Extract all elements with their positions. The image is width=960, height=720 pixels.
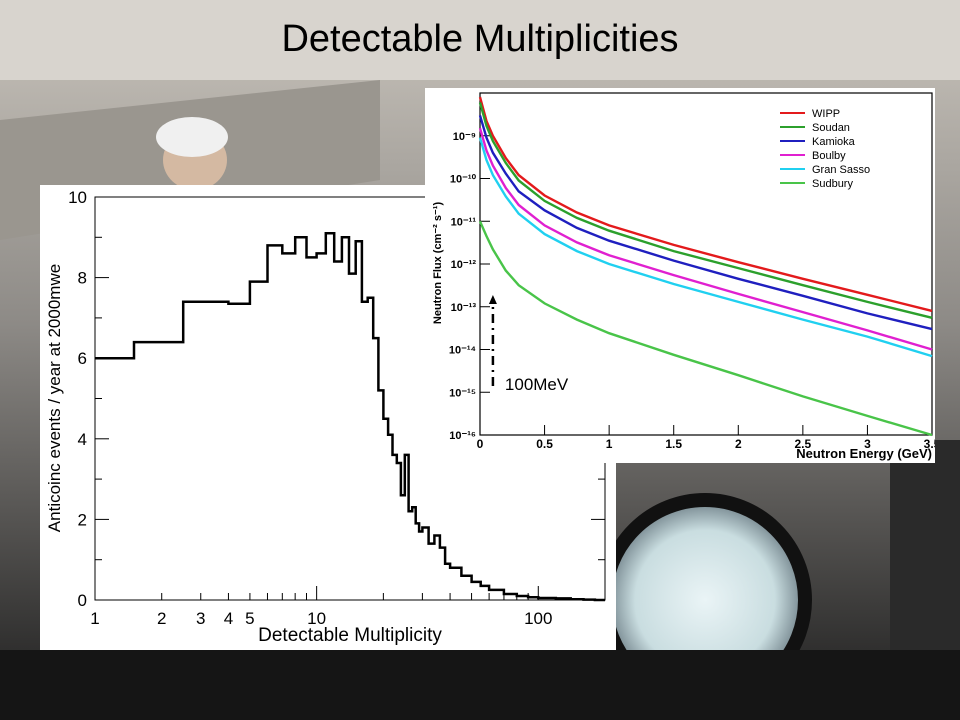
series-line-soudan xyxy=(478,102,933,319)
x-tick-label: 5 xyxy=(245,609,254,628)
y-tick-label: 10⁻¹⁴ xyxy=(449,345,476,357)
x-tick-label: 1 xyxy=(606,437,613,451)
y-tick-label: 10⁻¹² xyxy=(451,259,477,271)
x-tick-label: 4 xyxy=(224,609,233,628)
histogram-step-line xyxy=(95,232,605,602)
legend-label: Sudbury xyxy=(812,178,853,190)
y-tick-label: 4 xyxy=(78,430,87,449)
y-tick-label: 10⁻¹⁶ xyxy=(449,430,476,442)
x-tick-label: 2 xyxy=(735,437,742,451)
x-tick-label: 10 xyxy=(307,609,326,628)
legend-label: Boulby xyxy=(812,150,846,162)
hairnet xyxy=(156,117,228,157)
y-tick-label: 10 xyxy=(68,188,87,207)
x-tick-label: 0 xyxy=(477,437,484,451)
y-tick-label: 10⁻⁹ xyxy=(453,131,476,143)
series-line-sudbury xyxy=(478,220,933,437)
y-tick-label: 10⁻¹⁵ xyxy=(449,387,476,399)
x-tick-label: 0.5 xyxy=(536,437,553,451)
series-line-gran-sasso xyxy=(478,137,933,358)
legend-label: Soudan xyxy=(812,122,850,134)
y-tick-label: 8 xyxy=(78,269,87,288)
x-axis-label: Neutron Energy (GeV) xyxy=(796,446,932,461)
y-tick-label: 10⁻¹⁰ xyxy=(450,174,477,186)
y-tick-label: 6 xyxy=(78,349,87,368)
y-tick-label: 10⁻¹³ xyxy=(451,302,477,314)
x-axis-label: Detectable Multiplicity xyxy=(258,625,442,646)
legend-label: WIPP xyxy=(812,108,840,120)
y-tick-label: 10⁻¹¹ xyxy=(451,216,477,228)
y-tick-label: 2 xyxy=(78,510,87,529)
x-tick-label: 3 xyxy=(196,609,205,628)
x-tick-label: 2 xyxy=(157,609,166,628)
x-tick-label: 2.5 xyxy=(795,437,812,451)
x-tick-label: 1 xyxy=(90,609,99,628)
series-line-boulby xyxy=(478,127,933,351)
x-tick-label: 100 xyxy=(524,609,552,628)
neutron-flux-plot: 10⁻⁹10⁻¹⁰10⁻¹¹10⁻¹²10⁻¹³10⁻¹⁴10⁻¹⁵10⁻¹⁶0… xyxy=(432,92,941,461)
x-tick-label: 1.5 xyxy=(665,437,682,451)
y-axis-label: Anticoinc events / year at 2000mwe xyxy=(45,264,64,532)
neutron-flux-chart-panel: 10⁻⁹ 10⁻¹⁰ 10⁻¹¹ 10⁻¹² 10⁻¹³ 10⁻¹⁴ 10⁻¹⁵ 10⁻¹⁶ 0… xyxy=(425,88,941,463)
legend-label: Gran Sasso xyxy=(812,164,870,176)
series-line-wipp xyxy=(478,96,933,313)
series-line-kamioka xyxy=(478,115,933,331)
slide-title: Detectable Multiplicities xyxy=(281,18,679,60)
annotation-arrow-head xyxy=(488,295,497,304)
x-tick-label: 3 xyxy=(864,437,871,451)
y-tick-label: 0 xyxy=(78,591,87,610)
annotation-label: 100MeV xyxy=(505,375,569,394)
y-axis-label: Neutron Flux (cm⁻² s⁻¹) xyxy=(432,202,444,325)
legend-label: Kamioka xyxy=(812,136,856,148)
